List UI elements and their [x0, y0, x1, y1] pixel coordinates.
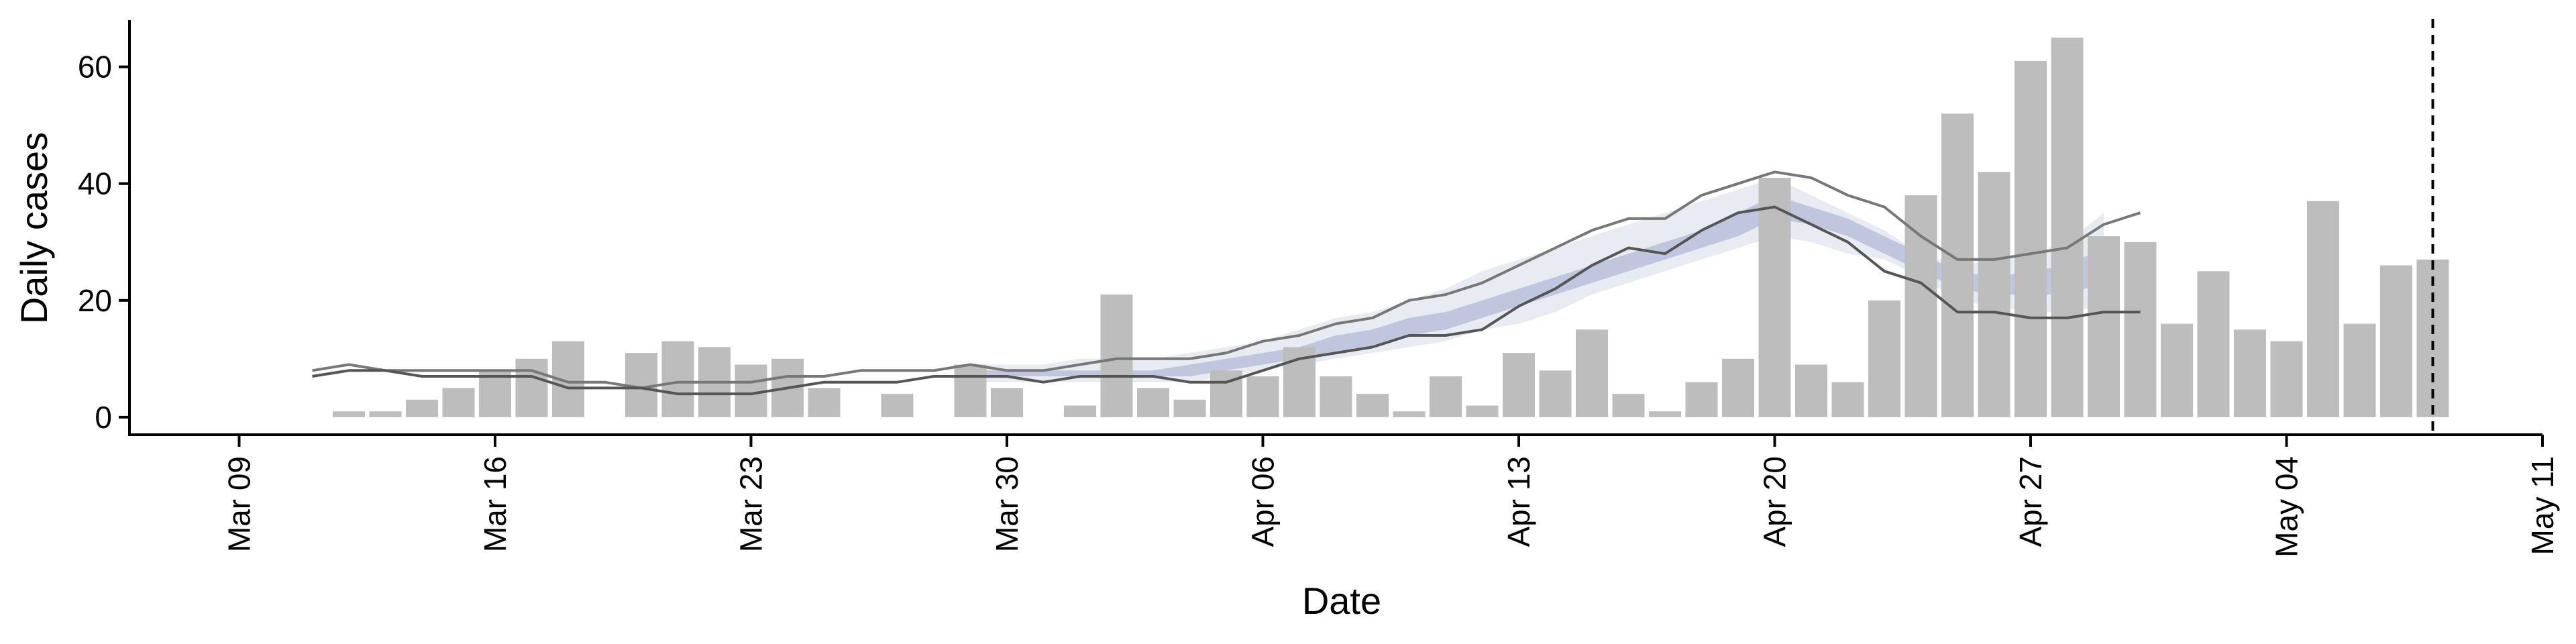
- y-axis-title: Daily cases: [13, 132, 55, 324]
- bar: [2124, 241, 2157, 417]
- bar: [1430, 376, 1462, 417]
- upper-bound-line: [312, 170, 2141, 390]
- bar: [1758, 178, 1791, 417]
- bar: [1356, 394, 1389, 417]
- bar: [1612, 394, 1645, 417]
- lower-bound-line: [312, 205, 2141, 396]
- bar: [406, 399, 438, 417]
- bar: [2161, 323, 2193, 417]
- bar: [1978, 172, 2010, 417]
- bar: [808, 388, 841, 417]
- bar: [2307, 201, 2339, 417]
- x-tick-label: May 11: [2525, 456, 2560, 555]
- bar: [1246, 376, 1279, 417]
- bar: [2270, 341, 2303, 417]
- daily-case-bars: [333, 38, 2449, 417]
- bar: [333, 411, 365, 417]
- y-tick-label: 0: [95, 400, 112, 435]
- x-axis-ticks: Mar 09 Mar 16 Mar 23 Mar 30 Apr 06 Apr 13 Apr …: [222, 435, 2560, 557]
- bar: [1904, 195, 1937, 417]
- x-tick-label: Apr 06: [1246, 456, 1281, 547]
- x-tick-label: Apr 13: [1501, 456, 1536, 547]
- bar: [2380, 265, 2412, 417]
- bar: [442, 388, 475, 417]
- y-tick-label: 60: [78, 50, 112, 85]
- bar: [1503, 353, 1535, 417]
- bar: [1868, 300, 1900, 417]
- bar: [479, 370, 511, 417]
- bar: [2197, 271, 2230, 417]
- bar: [1722, 358, 1754, 417]
- x-axis-title: Date: [1302, 580, 1381, 622]
- bar: [661, 341, 694, 417]
- bar: [2015, 60, 2047, 417]
- bar: [2051, 38, 2084, 417]
- bar: [1795, 364, 1827, 417]
- estimate-band-inner: [970, 195, 2104, 376]
- bar: [881, 394, 914, 417]
- x-tick-label: Mar 23: [734, 456, 769, 552]
- bar: [1173, 399, 1206, 417]
- bar: [1137, 388, 1169, 417]
- bar: [1320, 376, 1352, 417]
- bar: [954, 364, 987, 417]
- bar: [1393, 411, 1426, 417]
- bar: [2343, 323, 2376, 417]
- bound-lines: [312, 170, 2141, 396]
- y-axis-ticks: 0 20 40 60: [78, 50, 129, 435]
- x-tick-label: Mar 16: [478, 456, 513, 552]
- bar: [515, 358, 548, 417]
- bar: [2234, 329, 2266, 417]
- bar: [1831, 382, 1864, 417]
- bar: [991, 388, 1023, 417]
- bar: [1100, 294, 1133, 417]
- bar: [1064, 405, 1096, 417]
- bar: [1941, 113, 1974, 417]
- bar: [369, 411, 402, 417]
- bar: [1576, 329, 1608, 417]
- bar: [1685, 382, 1718, 417]
- x-tick-label: Mar 30: [989, 456, 1024, 552]
- bar: [1649, 411, 1681, 417]
- y-tick-label: 40: [78, 166, 112, 201]
- x-tick-label: May 04: [2269, 456, 2304, 557]
- y-tick-label: 20: [78, 283, 112, 318]
- bar: [2088, 236, 2120, 417]
- x-tick-label: Apr 27: [2013, 456, 2048, 547]
- x-tick-label: Mar 09: [222, 456, 257, 552]
- x-tick-label: Apr 20: [1758, 456, 1792, 547]
- bar: [1539, 370, 1572, 417]
- axes: [128, 20, 2542, 436]
- bar: [1466, 405, 1499, 417]
